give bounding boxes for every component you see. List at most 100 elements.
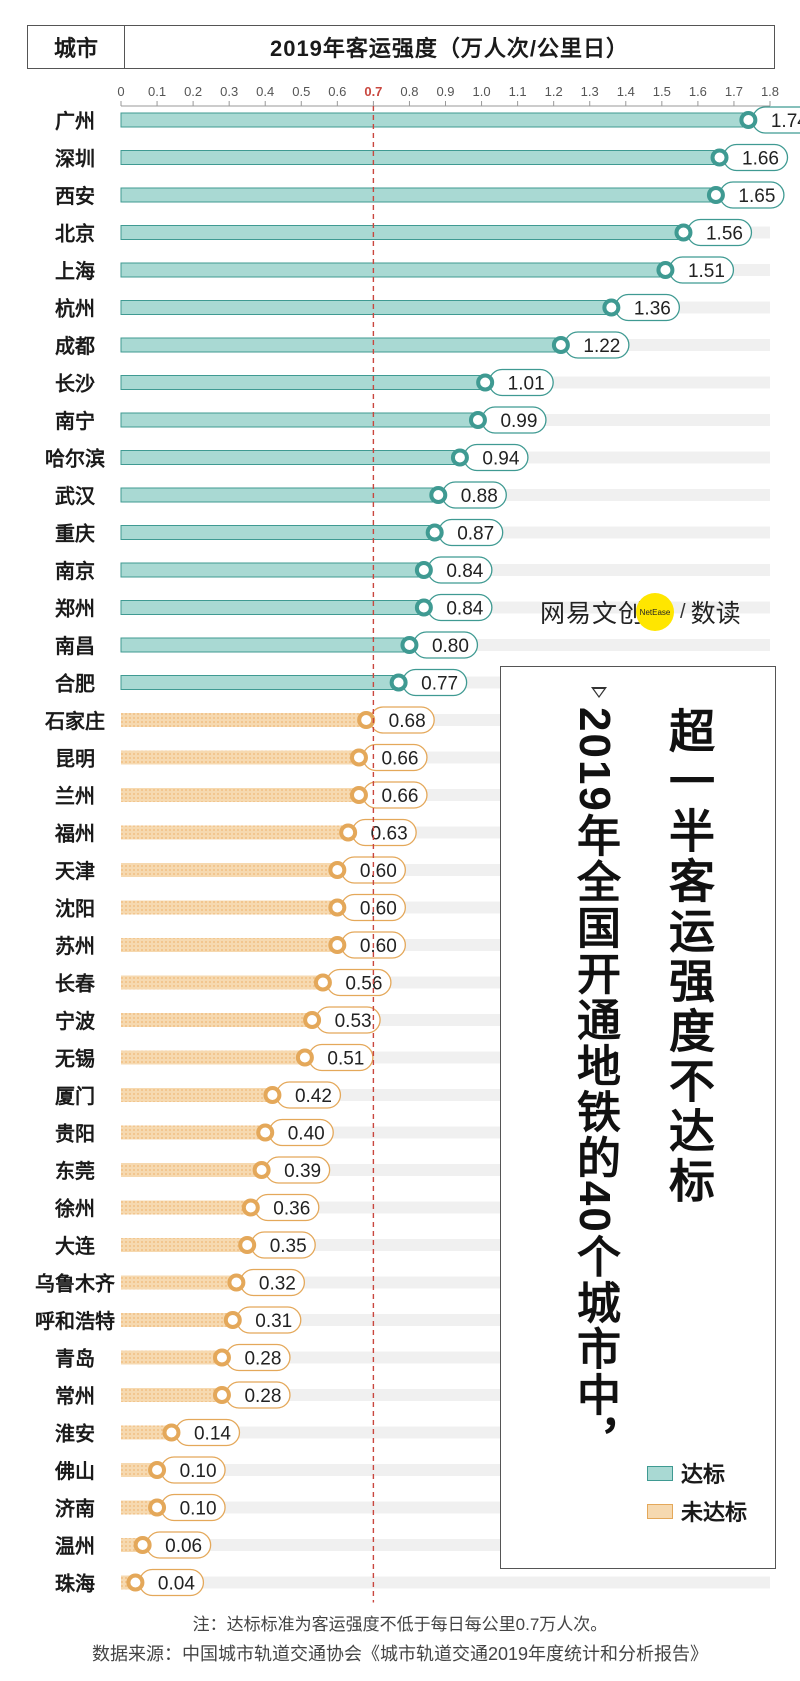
bar-end-marker xyxy=(241,1198,260,1217)
value-label: 0.99 xyxy=(500,411,537,432)
value-label: 0.39 xyxy=(284,1161,321,1182)
legend-label-unmet: 未达标 xyxy=(681,1500,748,1525)
headline-sub: 2019年全国开通地铁的40个城市中， xyxy=(570,707,619,1464)
value-label: 0.84 xyxy=(446,599,483,620)
bar xyxy=(121,1050,305,1065)
value-label: 0.66 xyxy=(381,749,418,770)
bar-end-marker xyxy=(148,1498,167,1517)
bar xyxy=(121,1388,222,1402)
city-label: 武汉 xyxy=(55,485,96,508)
x-tick-label: 0.7 xyxy=(364,84,382,99)
bar-end-marker xyxy=(739,111,758,129)
x-tick-label: 1.3 xyxy=(581,84,599,99)
legend-item-met: 达标 xyxy=(647,1457,725,1489)
city-label: 合肥 xyxy=(55,672,95,696)
value-label: 0.87 xyxy=(457,524,494,545)
bar-end-marker xyxy=(328,898,347,917)
value-label: 0.32 xyxy=(259,1274,296,1295)
bar xyxy=(121,1163,262,1177)
city-label: 东莞 xyxy=(55,1159,95,1183)
value-label: 0.60 xyxy=(360,936,397,957)
x-tick-label: 0.5 xyxy=(292,84,310,99)
value-label: 1.36 xyxy=(634,299,671,320)
bar-end-marker xyxy=(656,261,675,279)
brand-badge: NetEase xyxy=(636,593,675,631)
city-label: 石家庄 xyxy=(44,709,105,733)
value-label: 0.31 xyxy=(255,1311,292,1332)
city-column-header: 城市 xyxy=(28,26,125,68)
x-tick-label: 1.2 xyxy=(545,84,563,99)
chart-header: 城市 2019年客运强度（万人次/公里日） xyxy=(27,25,775,69)
value-label: 0.06 xyxy=(165,1536,202,1557)
bar-end-marker xyxy=(389,673,408,692)
city-label: 天津 xyxy=(55,860,95,883)
city-label: 沈阳 xyxy=(55,898,95,921)
city-label: 青岛 xyxy=(55,1347,95,1371)
city-label: 长春 xyxy=(55,972,96,996)
bar-end-marker xyxy=(295,1048,314,1067)
footnote: 注：达标标准为客运强度不低于每日每公里0.7万人次。 xyxy=(192,1615,608,1634)
bar xyxy=(121,938,338,952)
bar xyxy=(121,1125,266,1140)
bar-end-marker xyxy=(429,486,448,504)
bar xyxy=(120,562,425,578)
value-label: 1.66 xyxy=(742,149,779,170)
value-label: 1.74 xyxy=(771,111,800,132)
bar xyxy=(120,675,400,690)
bar xyxy=(120,150,721,165)
city-label: 厦门 xyxy=(55,1084,95,1108)
bar-end-marker xyxy=(551,336,570,354)
bar xyxy=(121,900,338,915)
bar-end-marker xyxy=(339,823,358,842)
bar xyxy=(120,600,425,615)
value-label: 0.68 xyxy=(389,711,426,732)
brand-separator: / xyxy=(680,600,686,623)
bar xyxy=(121,1200,251,1215)
city-label: 南昌 xyxy=(55,635,95,658)
brand-logo: 网易文创 NetEase / 数读 xyxy=(540,593,741,631)
city-label: 广州 xyxy=(55,109,95,133)
value-label: 0.28 xyxy=(244,1349,281,1370)
bar xyxy=(120,262,666,278)
bar xyxy=(120,637,410,653)
bar xyxy=(120,337,562,353)
x-tick-label: 0.8 xyxy=(400,84,418,99)
x-tick-label: 1.4 xyxy=(617,84,635,99)
x-tick-label: 1.8 xyxy=(761,84,779,99)
bar xyxy=(121,1350,222,1365)
bar-end-marker xyxy=(400,636,419,654)
brand-name: 网易文创 xyxy=(540,600,645,628)
city-label: 兰州 xyxy=(55,784,95,808)
brand-product: 数读 xyxy=(690,600,741,628)
bar xyxy=(121,750,359,765)
value-label: 0.80 xyxy=(432,636,469,657)
bar-end-marker xyxy=(212,1348,231,1367)
legend-swatch-unmet xyxy=(647,1503,673,1519)
city-label: 深圳 xyxy=(55,148,95,171)
bar-end-marker xyxy=(256,1123,275,1142)
value-label: 0.56 xyxy=(345,974,382,995)
city-label: 贵阳 xyxy=(55,1123,95,1146)
value-label: 0.28 xyxy=(244,1386,281,1407)
bar xyxy=(121,713,367,727)
city-label: 徐州 xyxy=(54,1197,95,1221)
city-label: 济南 xyxy=(55,1497,95,1521)
bar-end-marker xyxy=(148,1461,167,1479)
bar-end-marker xyxy=(126,1573,145,1592)
x-tick-label: 0.4 xyxy=(256,84,274,99)
bar xyxy=(120,187,717,203)
value-label: 0.77 xyxy=(421,674,458,695)
bar-end-marker xyxy=(263,1086,282,1104)
bar-end-marker xyxy=(450,448,469,467)
bar xyxy=(120,112,749,128)
city-label: 上海 xyxy=(55,259,95,283)
bar xyxy=(120,487,439,503)
city-label: 成都 xyxy=(55,334,95,358)
x-tick-label: 0.6 xyxy=(328,84,346,99)
city-label: 呼和浩特 xyxy=(35,1309,115,1333)
value-label: 0.84 xyxy=(446,561,483,582)
legend-swatch-met xyxy=(647,1465,673,1481)
bar xyxy=(120,450,461,465)
value-label: 0.04 xyxy=(158,1574,195,1595)
x-tick-label: 1.1 xyxy=(509,84,527,99)
